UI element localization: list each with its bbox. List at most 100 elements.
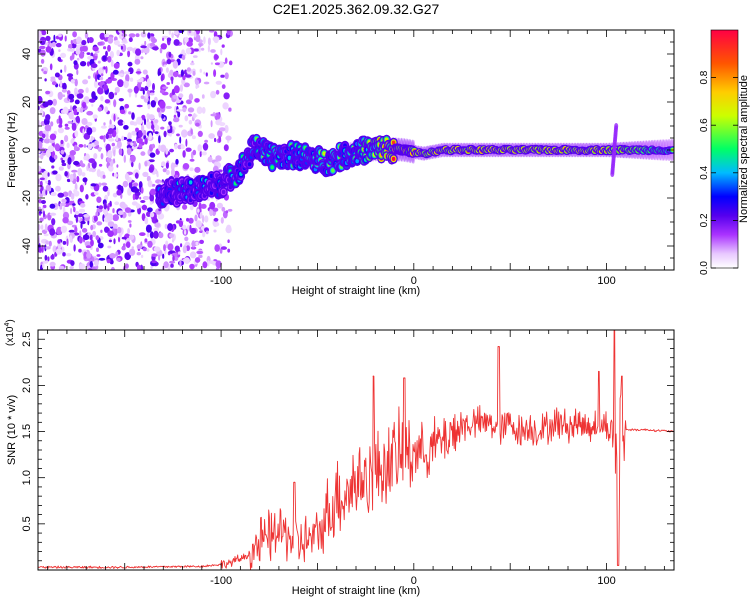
- noise-speckle: [171, 239, 175, 243]
- noise-speckle: [138, 162, 141, 170]
- noise-speckle: [148, 166, 154, 173]
- noise-speckle: [90, 224, 94, 231]
- noise-speckle: [103, 84, 108, 91]
- noise-speckle: [147, 207, 153, 213]
- noise-speckle: [133, 140, 137, 148]
- colorbar: 0.0 0.2 0.4 0.6 0.8 Normalized spectral ampl…: [699, 29, 750, 275]
- noise-speckle: [135, 127, 139, 132]
- noise-speckle: [136, 116, 143, 125]
- noise-speckle: [125, 74, 130, 83]
- noise-speckle: [94, 192, 99, 196]
- spectrogram-heatmap: [38, 30, 674, 270]
- noise-speckle: [128, 33, 136, 38]
- noise-speckle: [140, 151, 146, 156]
- snr-frame: [38, 330, 674, 570]
- noise-speckle: [66, 73, 74, 78]
- noise-speckle: [103, 207, 108, 215]
- noise-speckle: [126, 147, 132, 156]
- noise-speckle: [173, 30, 179, 35]
- ridge-blob: [247, 162, 252, 167]
- noise-speckle: [159, 89, 165, 94]
- noise-speckle: [51, 81, 57, 86]
- x-tick-label: 0: [411, 575, 417, 587]
- noise-speckle: [201, 94, 205, 99]
- noise-speckle: [49, 63, 53, 71]
- noise-speckle: [215, 155, 222, 162]
- noise-speckle: [227, 248, 231, 253]
- noise-speckle: [47, 99, 53, 106]
- noise-speckle: [84, 31, 89, 39]
- noise-speckle: [136, 252, 141, 256]
- noise-speckle: [140, 200, 146, 203]
- noise-speckle: [100, 153, 104, 160]
- noise-speckle: [116, 189, 122, 196]
- noise-speckle: [106, 157, 112, 163]
- noise-speckle: [154, 131, 159, 135]
- noise-speckle: [116, 141, 122, 148]
- noise-speckle: [181, 129, 188, 138]
- y-tick-label: 20: [21, 96, 33, 108]
- noise-speckle: [69, 173, 74, 182]
- noise-speckle: [89, 234, 93, 241]
- noise-speckle: [92, 46, 99, 52]
- noise-speckle: [76, 36, 82, 44]
- noise-speckle: [112, 192, 118, 198]
- noise-speckle: [195, 241, 199, 246]
- snr-x-label: Height of straight line (km): [292, 585, 420, 597]
- noise-speckle: [193, 31, 197, 38]
- noise-speckle: [79, 184, 84, 193]
- noise-speckle: [203, 71, 206, 75]
- noise-speckle: [45, 180, 49, 184]
- noise-speckle: [185, 138, 188, 147]
- noise-speckle: [113, 149, 116, 157]
- noise-speckle: [210, 90, 217, 99]
- noise-speckle: [173, 85, 180, 94]
- noise-speckle: [42, 204, 47, 209]
- noise-speckle: [64, 123, 69, 127]
- noise-speckle: [113, 238, 116, 245]
- noise-speckle: [198, 254, 203, 258]
- noise-speckle: [179, 259, 182, 267]
- noise-speckle: [136, 264, 141, 270]
- noise-speckle: [41, 200, 46, 204]
- noise-speckle: [47, 256, 50, 262]
- y-tick-label: 0.5: [21, 516, 33, 531]
- noise-speckle: [75, 215, 79, 224]
- noise-speckle: [93, 153, 98, 160]
- noise-speckle: [39, 177, 45, 181]
- noise-speckle: [118, 148, 123, 156]
- noise-speckle: [140, 31, 147, 38]
- noise-speckle: [224, 124, 229, 134]
- noise-speckle: [112, 208, 115, 214]
- noise-speckle: [123, 154, 127, 163]
- noise-speckle: [101, 73, 104, 77]
- ridge-blob: [331, 168, 335, 173]
- noise-speckle: [166, 37, 172, 42]
- x-tick-label: -100: [210, 575, 232, 587]
- noise-speckle: [103, 134, 106, 143]
- noise-speckle: [75, 115, 80, 123]
- noise-speckle: [184, 74, 192, 78]
- noise-speckle: [199, 43, 202, 47]
- noise-speckle: [107, 44, 111, 52]
- noise-speckle: [107, 36, 114, 44]
- noise-speckle: [189, 167, 194, 172]
- noise-speckle: [146, 211, 152, 217]
- noise-speckle: [149, 193, 155, 202]
- noise-speckle: [117, 184, 122, 191]
- noise-speckle: [129, 120, 135, 126]
- noise-speckle: [51, 218, 56, 226]
- noise-speckle: [139, 196, 142, 200]
- noise-speckle: [192, 70, 196, 76]
- noise-speckle: [165, 105, 172, 109]
- noise-speckle: [169, 69, 174, 76]
- noise-speckle: [131, 112, 135, 120]
- noise-speckle: [43, 138, 51, 144]
- noise-speckle: [164, 64, 167, 67]
- noise-speckle: [216, 202, 223, 209]
- noise-speckle: [195, 84, 198, 90]
- noise-speckle: [60, 157, 64, 161]
- noise-speckle: [121, 246, 126, 251]
- noise-speckle: [190, 227, 197, 235]
- noise-speckle: [210, 62, 213, 65]
